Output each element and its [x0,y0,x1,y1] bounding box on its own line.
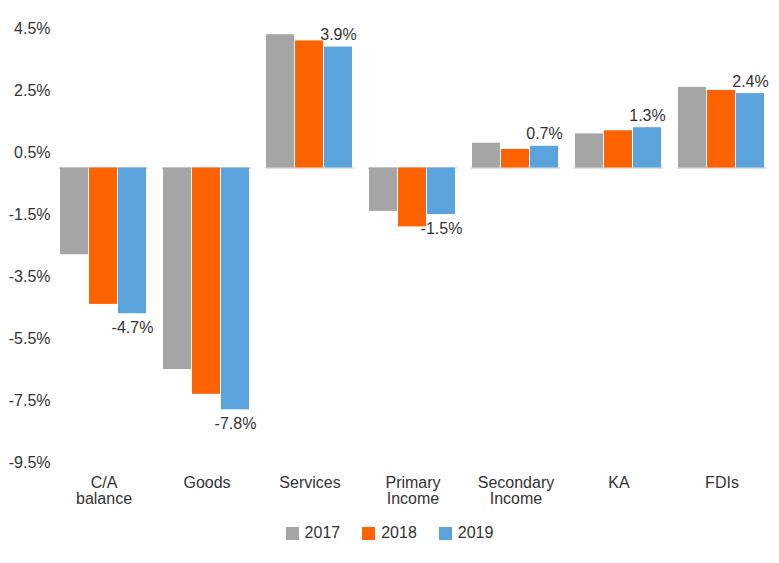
svg-text:-5.5%: -5.5% [9,330,51,347]
svg-text:SecondaryIncome: SecondaryIncome [478,474,555,507]
svg-text:0.5%: 0.5% [14,144,50,161]
svg-text:2.4%: 2.4% [732,73,768,90]
svg-text:3.9%: 3.9% [320,26,356,43]
svg-text:-1.5%: -1.5% [9,206,51,223]
html-text:2017: 2017 [304,524,341,541]
svg-text:-1.5%: -1.5% [421,220,463,237]
svg-text:PrimaryIncome: PrimaryIncome [385,474,440,507]
svg-text:-3.5%: -3.5% [9,268,51,285]
svg-text:KA: KA [608,474,630,491]
svg-text:-9.5%: -9.5% [9,454,51,471]
html-text:2019: 2019 [457,524,494,541]
svg-text:C/Abalance: C/Abalance [76,474,132,507]
svg-text:4.5%: 4.5% [14,20,50,37]
svg-text:-4.7%: -4.7% [112,319,154,336]
html-text:2018: 2018 [381,524,417,541]
svg-text:Goods: Goods [183,474,230,491]
svg-text:2.5%: 2.5% [14,82,50,99]
svg-text:0.7%: 0.7% [526,125,562,142]
svg-text:1.3%: 1.3% [629,107,665,124]
svg-text:-7.5%: -7.5% [9,392,51,409]
svg-text:Services: Services [279,474,340,491]
svg-text:-7.8%: -7.8% [215,415,257,432]
svg-text:FDIs: FDIs [705,474,739,491]
